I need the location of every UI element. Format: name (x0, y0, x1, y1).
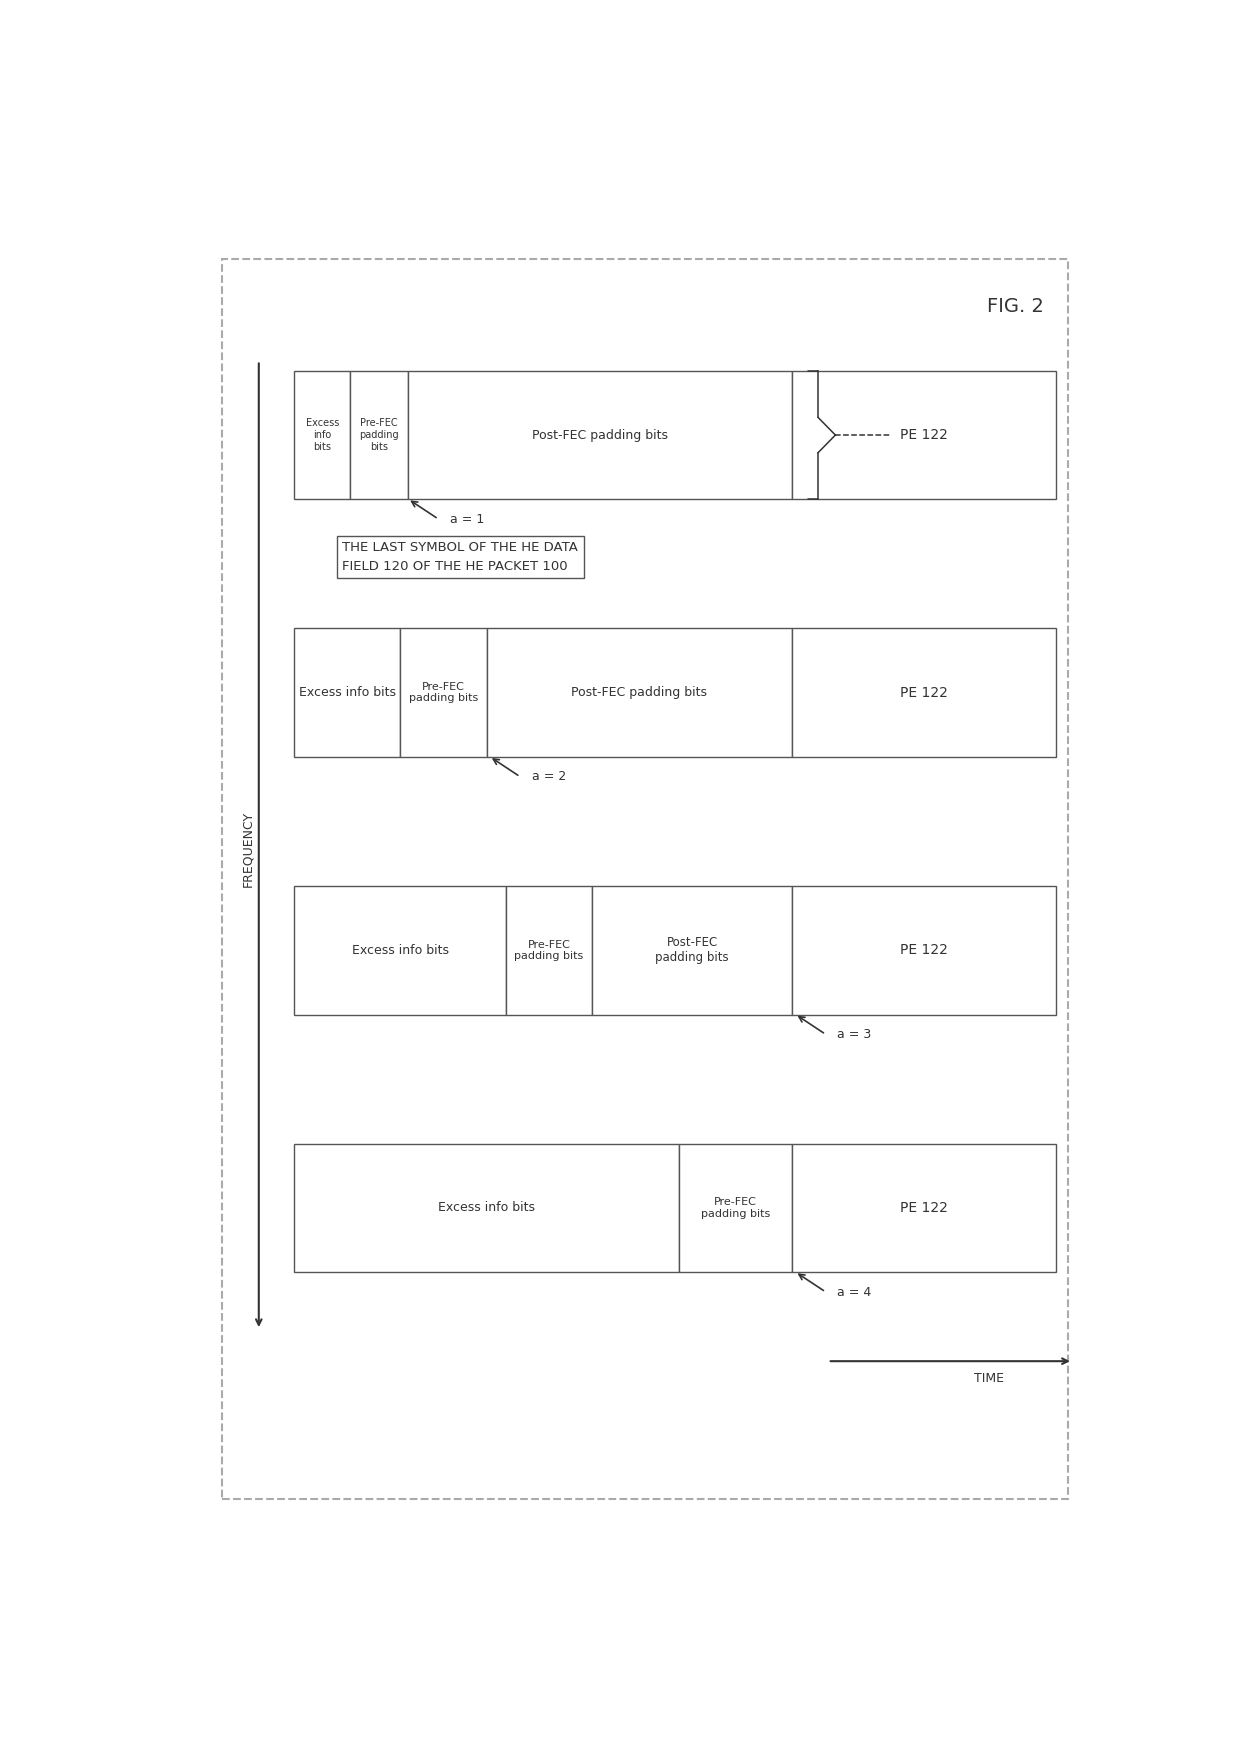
Text: FIG. 2: FIG. 2 (987, 298, 1044, 315)
Bar (792, 886, 1056, 1014)
Text: Post-FEC
padding bits: Post-FEC padding bits (656, 937, 729, 965)
Text: Pre-FEC
padding bits: Pre-FEC padding bits (409, 682, 477, 703)
Text: Excess
info
bits: Excess info bits (305, 419, 339, 451)
Bar (294, 629, 401, 757)
Bar (294, 370, 350, 500)
Text: Pre-FEC
padding
bits: Pre-FEC padding bits (360, 419, 399, 451)
Text: PE 122: PE 122 (900, 944, 949, 958)
Bar (792, 629, 1056, 757)
Text: Excess info bits: Excess info bits (438, 1201, 534, 1215)
Text: Pre-FEC
padding bits: Pre-FEC padding bits (515, 940, 584, 962)
Text: THE LAST SYMBOL OF THE HE DATA
FIELD 120 OF THE HE PACKET 100: THE LAST SYMBOL OF THE HE DATA FIELD 120… (342, 541, 578, 572)
Bar (678, 1143, 792, 1273)
Text: a = 3: a = 3 (837, 1028, 872, 1041)
Text: FREQUENCY: FREQUENCY (241, 810, 254, 888)
Text: Excess info bits: Excess info bits (299, 687, 396, 699)
Text: a = 4: a = 4 (837, 1286, 872, 1298)
Bar (593, 886, 792, 1014)
Bar (294, 1143, 678, 1273)
Bar (350, 370, 408, 500)
Text: TIME: TIME (973, 1372, 1003, 1386)
Text: PE 122: PE 122 (900, 685, 949, 699)
Text: PE 122: PE 122 (900, 1201, 949, 1215)
Bar (401, 629, 486, 757)
Bar (222, 259, 1068, 1500)
Bar (486, 629, 792, 757)
Text: Pre-FEC
padding bits: Pre-FEC padding bits (701, 1197, 770, 1219)
Text: Post-FEC padding bits: Post-FEC padding bits (532, 428, 668, 442)
Bar (506, 886, 593, 1014)
Text: Excess info bits: Excess info bits (352, 944, 449, 956)
Text: a = 1: a = 1 (450, 512, 485, 525)
Bar (792, 370, 1056, 500)
Text: PE 122: PE 122 (900, 428, 949, 442)
Bar (408, 370, 792, 500)
Text: Post-FEC padding bits: Post-FEC padding bits (572, 687, 707, 699)
Bar (792, 1143, 1056, 1273)
Bar (294, 886, 506, 1014)
Text: a = 2: a = 2 (532, 770, 565, 784)
